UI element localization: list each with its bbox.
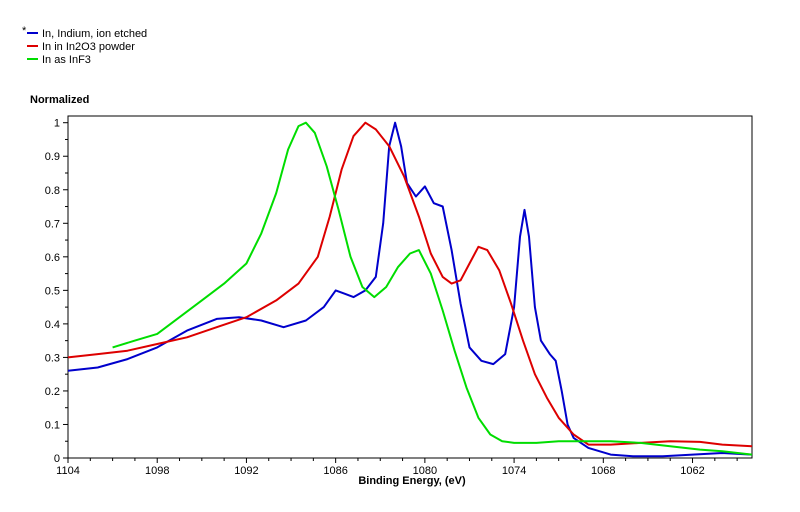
plot-area <box>67 115 753 459</box>
y-tick-label: 0.3 <box>45 352 60 364</box>
y-axis-title: Normalized <box>30 94 89 106</box>
x-tick-label: 1098 <box>145 465 169 477</box>
x-tick-label: 1104 <box>56 465 80 477</box>
y-tick-label: 0.7 <box>45 218 60 230</box>
x-tick-label: 1080 <box>413 465 437 477</box>
legend-marker: * <box>22 25 27 37</box>
series-line-2 <box>67 121 753 448</box>
y-tick-label: 0.2 <box>45 386 60 398</box>
x-axis-title: Binding Energy, (eV) <box>358 475 466 487</box>
y-tick-label: 0.6 <box>45 252 60 264</box>
axis-ticks: 1104 1098 1092 1086 1080 1074 1068 1062 0 0.1 0.2 0… <box>45 118 738 477</box>
y-tick-label: 0.5 <box>45 285 60 297</box>
y-tick-label: 0.9 <box>45 151 60 163</box>
series-layer <box>67 121 753 458</box>
x-tick-label: 1062 <box>680 465 704 477</box>
series-line-1 <box>67 121 753 458</box>
series-line-3 <box>112 121 753 456</box>
y-tick-label: 0.8 <box>45 185 60 197</box>
y-tick-label: 1 <box>54 118 60 130</box>
x-tick-label: 1074 <box>502 465 526 477</box>
x-tick-label: 1068 <box>591 465 615 477</box>
legend-label-1: In, Indium, ion etched <box>42 28 147 40</box>
x-tick-label: 1086 <box>323 465 347 477</box>
legend-label-3: In as InF3 <box>42 54 91 66</box>
y-tick-label: 0 <box>54 453 60 465</box>
x-tick-label: 1092 <box>234 465 258 477</box>
legend-label-2: In in In2O3 powder <box>42 41 135 53</box>
y-tick-label: 0.1 <box>45 419 60 431</box>
y-tick-label: 0.4 <box>45 319 60 331</box>
